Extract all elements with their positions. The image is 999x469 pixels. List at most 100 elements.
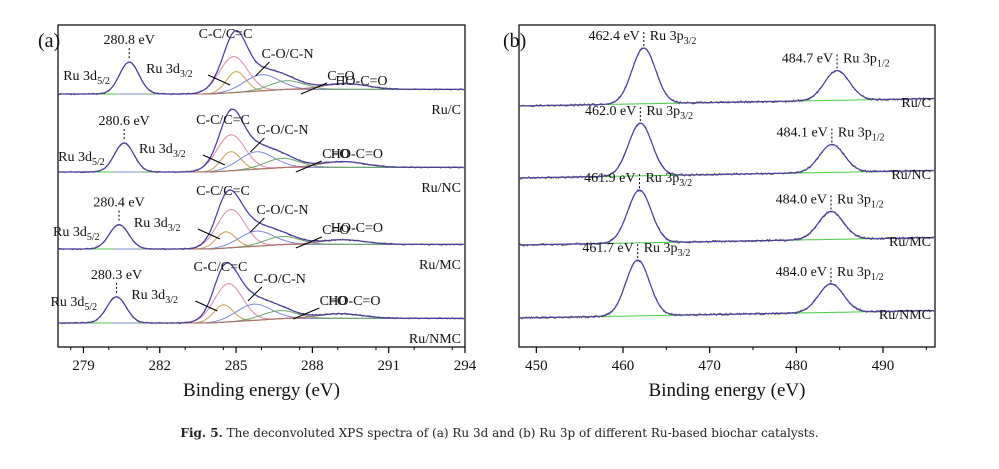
panel-b-envelope — [519, 189, 934, 246]
panel-a-co-arrow — [293, 307, 320, 320]
panel-b-raw-spectrum — [519, 122, 935, 180]
panel-a-ru52-value: 280.4 eV — [93, 196, 144, 211]
panel-b-sample-label: Ru/NC — [891, 168, 931, 183]
panel-b-raw-spectrum — [518, 188, 935, 247]
panel-a-sample-label: Ru/MC — [419, 258, 461, 273]
panel-b-p32-label: Ru 3p3/2 — [644, 241, 691, 259]
panel-a-ru52-value: 280.8 eV — [104, 33, 155, 48]
panel-a-ru52-label: Ru 3d5/2 — [63, 69, 110, 87]
panel-a-xtick-label: 294 — [454, 358, 477, 374]
panel-a-ru32-label: Ru 3d3/2 — [146, 62, 193, 80]
panel-a-ru32-label: Ru 3d3/2 — [139, 142, 186, 160]
panel-b-envelope — [519, 122, 934, 179]
panel-b-frame — [518, 24, 936, 348]
panel-a-label: (a) — [38, 30, 60, 52]
panel-a-con-arrow — [250, 137, 265, 153]
panel-a-frame — [57, 24, 466, 348]
panel-a-ru32-label: Ru 3d3/2 — [134, 216, 181, 234]
panel-a-envelope — [58, 29, 464, 95]
panel-b-sample-label: Ru/NMC — [879, 308, 931, 323]
panel-a-xtick-label: 282 — [149, 358, 172, 374]
panel-b-xtick-label: 480 — [785, 358, 808, 374]
panel-b-p32-label: Ru 3p3/2 — [646, 104, 693, 122]
panel-b-raw-spectrum — [518, 259, 935, 320]
panel-a-ru32-arrow — [195, 300, 218, 312]
panel-b-xlabel: Binding energy (eV) — [649, 380, 806, 401]
panel-b-p32-value: 461.7 eV — [582, 241, 633, 256]
panel-a-sample-label: Ru/NMC — [409, 332, 461, 347]
panel-a-ru32-peak — [145, 231, 305, 250]
panel-b-xtick-label: 490 — [872, 358, 895, 374]
panel-a-envelope — [58, 262, 464, 324]
panel-a-cc-label: C-C/C=C — [196, 113, 250, 128]
panel-a-ru52-label: Ru 3d5/2 — [53, 225, 100, 243]
panel-a-hoco-label: HO-C=O — [331, 147, 383, 162]
caption-label: Fig. 5. — [180, 426, 223, 440]
panel-a-ru32-label: Ru 3d3/2 — [131, 288, 178, 306]
panel-b-envelope — [519, 47, 934, 107]
panel-a-ru52-value: 280.3 eV — [91, 268, 142, 283]
panel-b-p32-value: 462.0 eV — [585, 104, 636, 119]
panel-a-ru32-arrow — [202, 154, 226, 166]
panel-a-xtick-label: 285 — [225, 358, 248, 374]
caption-text: The deconvoluted XPS spectra of (a) Ru 3… — [226, 426, 819, 440]
panel-a-co-label: C=O — [322, 147, 349, 162]
panel-a-ru52-label: Ru 3d5/2 — [51, 295, 98, 313]
figure: (a) 279 282 285 288 291 294 Binding energy (eV)… — [38, 24, 936, 401]
panel-a-ru32-arrow — [207, 74, 231, 86]
panel-a-hoco-label: HO-C=O — [331, 221, 383, 236]
panel-a-ru32-arrow — [197, 228, 221, 240]
panel-a-co-label: C=O — [320, 294, 347, 309]
panel-a-xlabel: Binding energy (eV) — [183, 380, 340, 401]
panel-a-cc-label: C-C/C=C — [199, 27, 253, 42]
panel-a-background-line — [58, 317, 463, 324]
panel-b-xtick-label: 460 — [612, 358, 635, 374]
panel-a-con-label: C-O/C-N — [256, 203, 308, 218]
panel-a-ru52-value: 280.6 eV — [98, 114, 149, 129]
panel-b-sample-label: Ru/C — [901, 96, 931, 111]
panel-a-co-arrow — [300, 82, 328, 95]
panel-b: (b) 450 460 470 480 490 Binding energy (eV) 462… — [503, 24, 936, 401]
panel-a-hoco-label: HO-C=O — [328, 294, 380, 309]
figure-caption: Fig. 5. The deconvoluted XPS spectra of … — [0, 426, 999, 440]
panel-b-envelope — [519, 259, 934, 319]
panel-b-p12-label: Ru 3p1/2 — [838, 126, 885, 144]
panel-a-sample-label: Ru/NC — [421, 181, 461, 196]
panel-a-cc-label: C-C/C=C — [194, 260, 248, 275]
panel-a-co-label: C=O — [327, 69, 354, 84]
panel-a-ru52-label: Ru 3d5/2 — [58, 150, 105, 168]
panel-a-co-label: C=O — [322, 223, 349, 238]
panel-a-xtick-label: 279 — [72, 358, 95, 374]
panel-b-p32-label: Ru 3p3/2 — [650, 29, 697, 47]
panel-b-p32-value: 462.4 eV — [588, 29, 639, 44]
panel-b-p12-label: Ru 3p1/2 — [837, 193, 884, 211]
panel-b-p12-value: 484.0 eV — [776, 193, 827, 208]
panel-a-con-label: C-O/C-N — [261, 47, 313, 62]
panel-b-p12-value: 484.1 eV — [777, 126, 828, 141]
panel-b-xtick-label: 450 — [525, 358, 548, 374]
panel-b-xtick-label: 470 — [698, 358, 721, 374]
panel-a-ru32-peak — [143, 304, 303, 324]
panel-b-p32-value: 461.9 eV — [584, 171, 635, 186]
panel-a-envelope — [58, 189, 464, 250]
panel-a-con-arrow — [247, 286, 263, 302]
panel-b-sample-label: Ru/MC — [889, 235, 931, 250]
panel-b-p12-label: Ru 3p1/2 — [837, 265, 884, 283]
panel-a-background-line — [58, 166, 463, 173]
panel-a-envelope — [58, 108, 464, 173]
panel-b-label: (b) — [503, 30, 526, 52]
panel-a-con-arrow — [255, 61, 270, 77]
panel-b-p12-value: 484.7 eV — [782, 52, 833, 67]
panel-b-p12-label: Ru 3p1/2 — [843, 52, 890, 70]
panel-a-xtick-label: 288 — [301, 358, 324, 374]
panel-a-co-arrow — [295, 236, 323, 249]
panel-a-con-label: C-O/C-N — [254, 272, 306, 287]
panel-a: (a) 279 282 285 288 291 294 Binding energy (eV)… — [38, 24, 477, 401]
panel-a-con-label: C-O/C-N — [256, 123, 308, 138]
panel-a-co-arrow — [295, 160, 323, 173]
panel-b-p12-value: 484.0 eV — [776, 265, 827, 280]
panel-a-xtick-label: 291 — [377, 358, 400, 374]
panel-a-hoco-label: HO-C=O — [335, 74, 387, 89]
panel-a-cc-label: C-C/C=C — [196, 184, 250, 199]
panel-a-con-arrow — [250, 217, 265, 233]
